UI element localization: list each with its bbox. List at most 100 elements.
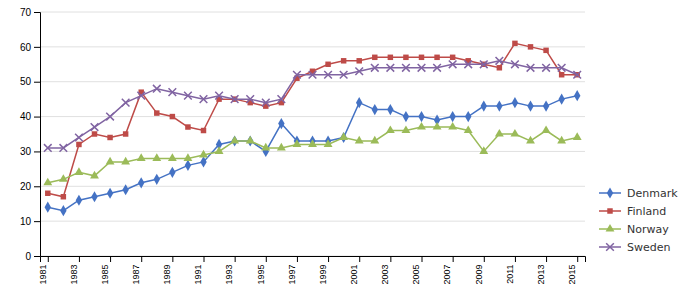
marker [60,205,66,216]
marker [480,60,488,68]
marker [292,139,301,147]
marker [75,134,83,142]
x-tick: 2015 [567,256,578,284]
legend-marker [607,187,613,198]
y-tick: 0 [25,251,40,262]
grid [40,12,585,256]
series [45,41,580,200]
marker [199,150,208,158]
marker [44,144,52,152]
marker [403,111,409,122]
marker [215,92,223,100]
marker [92,131,97,136]
series-line [48,43,577,196]
y-tick-mark [34,151,40,152]
marker [43,178,52,186]
marker [230,136,239,144]
marker [123,131,128,136]
marker [277,143,286,151]
legend-item: Finland [599,205,666,218]
x-tick-mark [359,256,360,262]
marker [246,95,254,103]
series [44,57,581,152]
marker [231,95,239,103]
grid-line [40,12,585,13]
marker [107,188,113,199]
x-tick: 2003 [380,256,391,284]
marker [60,144,68,152]
marker [215,146,224,154]
x-tick-label: 1997 [287,264,297,284]
x-tick: 2009 [474,256,485,284]
marker [106,157,115,165]
plot: 1981198319851987198919911993199519971999… [20,7,586,285]
legend-marker [606,243,614,251]
marker [201,128,206,133]
marker [528,44,533,49]
y-tick-mark [34,186,40,187]
legend-marker [607,208,612,213]
marker [543,48,548,53]
x-tick-mark [266,256,267,262]
y-tick-label: 50 [20,76,32,87]
marker [418,64,426,72]
x-tick: 1987 [131,256,142,284]
marker [106,113,114,121]
marker [464,125,473,133]
marker [512,41,517,46]
marker [91,123,99,131]
marker [356,58,361,63]
marker [355,67,363,75]
x-tick-mark [235,256,236,262]
marker [557,136,566,144]
x-tick: 1995 [256,256,267,284]
series-line [48,96,577,211]
x-tick-label: 1991 [193,264,203,284]
marker [543,101,549,112]
marker [403,55,408,60]
marker [137,92,145,100]
x-tick: 2007 [442,256,453,284]
marker [169,88,177,96]
x-tick-mark [422,256,423,262]
x-tick-mark [297,256,298,262]
x-tick-mark [110,256,111,262]
y-tick: 70 [20,7,40,18]
y-tick-label: 30 [20,146,32,157]
marker [45,202,51,213]
x-tick-label: 1999 [318,264,328,284]
marker [573,132,582,140]
grid-line [40,116,585,117]
marker [324,139,333,147]
marker [154,174,160,185]
marker [464,60,472,68]
x-tick: 1999 [318,256,329,284]
marker [153,85,161,93]
marker [107,135,112,140]
y-tick: 20 [20,181,40,192]
marker [479,146,488,154]
x-tick-label: 1989 [162,264,172,284]
x-tick: 2013 [536,256,547,284]
marker [76,195,82,206]
legend-label: Norway [627,223,669,236]
marker [45,191,50,196]
marker [90,171,99,179]
x-axis: 1981198319851987198919911993199519971999… [38,256,586,284]
x-tick-label: 2005 [411,264,421,284]
marker [169,167,175,178]
y-tick-mark [34,221,40,222]
x-tick-label: 2009 [474,264,484,284]
marker [510,129,519,137]
x-tick-label: 2013 [536,264,546,284]
marker [185,124,190,129]
x-axis-line [41,257,586,263]
y-tick-label: 40 [20,111,32,122]
x-tick-label: 2015 [567,264,577,284]
marker [261,143,270,151]
x-tick-mark [453,256,454,262]
x-tick-label: 2007 [442,264,452,284]
marker [542,64,550,72]
y-tick: 60 [20,42,40,53]
marker [309,71,317,79]
